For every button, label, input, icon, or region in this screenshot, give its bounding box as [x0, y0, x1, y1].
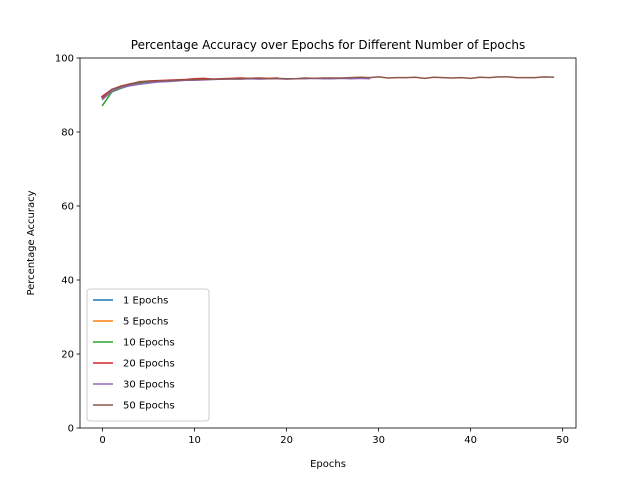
legend-label-20-epochs: 20 Epochs — [123, 359, 175, 370]
x-tick-label: 10 — [188, 435, 201, 446]
y-tick-label: 20 — [61, 350, 74, 361]
legend-label-30-epochs: 30 Epochs — [123, 380, 175, 391]
x-tick-label: 20 — [280, 435, 293, 446]
x-tick-label: 50 — [556, 435, 569, 446]
y-axis: 0 20 40 60 80 100 — [55, 54, 80, 435]
y-tick-label: 60 — [61, 202, 74, 213]
y-tick-label: 100 — [55, 54, 74, 65]
plot-lines — [101, 76, 555, 107]
chart-title: Percentage Accuracy over Epochs for Diff… — [131, 38, 525, 52]
x-tick-label: 40 — [464, 435, 477, 446]
series-line-50-epochs — [101, 76, 555, 99]
legend-label-1-epochs: 1 Epochs — [123, 296, 168, 307]
y-axis-label: Percentage Accuracy — [26, 190, 37, 295]
legend-label-10-epochs: 10 Epochs — [123, 338, 175, 349]
x-axis: 0 10 20 30 40 50 — [99, 428, 569, 446]
y-tick-label: 0 — [68, 424, 74, 435]
y-tick-label: 40 — [61, 276, 74, 287]
x-tick-label: 30 — [372, 435, 385, 446]
legend-label-5-epochs: 5 Epochs — [123, 317, 168, 328]
x-tick-label: 0 — [99, 435, 105, 446]
legend-frame — [86, 288, 210, 422]
plot-frame — [79, 57, 577, 429]
y-tick-label: 80 — [61, 128, 74, 139]
legend: 1 Epochs 5 Epochs 10 Epochs 20 Epochs 30 Epo… — [86, 288, 210, 422]
x-axis-label: Epochs — [310, 459, 346, 470]
legend-label-50-epochs: 50 Epochs — [123, 401, 175, 412]
